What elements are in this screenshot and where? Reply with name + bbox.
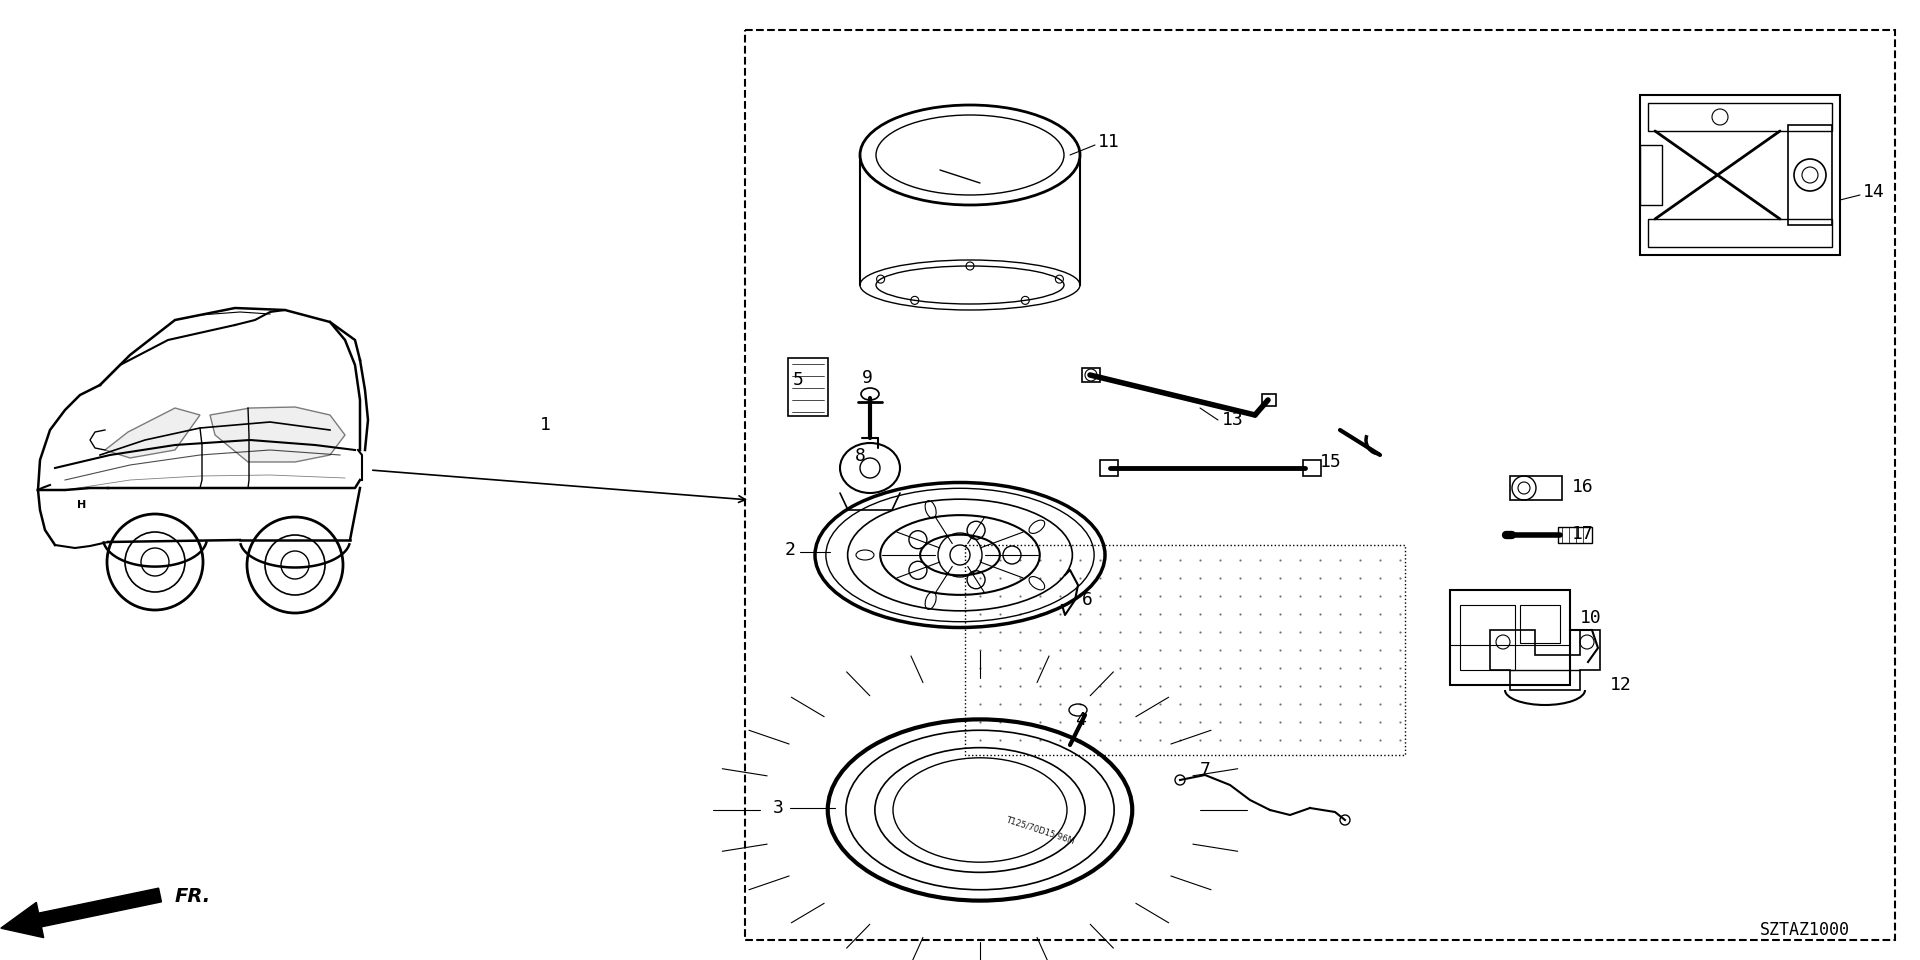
Text: 4: 4 [1075,711,1087,729]
Bar [1640,95,1839,255]
Bar [966,545,1405,755]
Bar [1640,145,1663,205]
Bar [1459,605,1515,670]
Text: 2: 2 [785,541,797,559]
Text: 9: 9 [862,369,874,387]
Bar [1450,590,1571,685]
Text: FR.: FR. [175,887,211,906]
Bar [1100,460,1117,476]
Text: 8: 8 [854,447,866,465]
Text: 14: 14 [1862,183,1885,201]
Text: 6: 6 [1083,591,1092,609]
Text: 11: 11 [1098,133,1119,151]
Bar [1083,368,1100,382]
Bar [1509,476,1563,500]
Text: 17: 17 [1572,525,1594,543]
Text: 15: 15 [1321,453,1342,471]
Text: 12: 12 [1611,676,1632,694]
Bar [1647,219,1832,247]
Bar [1647,103,1832,131]
Bar [787,358,828,416]
Polygon shape [209,407,346,462]
Text: 16: 16 [1572,478,1594,496]
Text: H: H [77,500,86,510]
Bar [1521,605,1559,643]
Text: SZTAZ1000: SZTAZ1000 [1761,921,1851,939]
Text: 3: 3 [774,799,783,817]
Text: T125/70D15 96M: T125/70D15 96M [1004,815,1075,846]
Bar [1557,527,1592,543]
Bar [1304,460,1321,476]
Bar [1788,125,1832,225]
Text: 10: 10 [1580,609,1601,627]
Text: 7: 7 [1200,761,1212,779]
Text: 5: 5 [793,371,804,389]
FancyArrow shape [0,888,161,938]
Polygon shape [106,408,200,458]
Bar [745,30,1895,940]
Text: 13: 13 [1221,411,1244,429]
Text: 1: 1 [540,416,551,434]
Bar [1261,394,1277,406]
